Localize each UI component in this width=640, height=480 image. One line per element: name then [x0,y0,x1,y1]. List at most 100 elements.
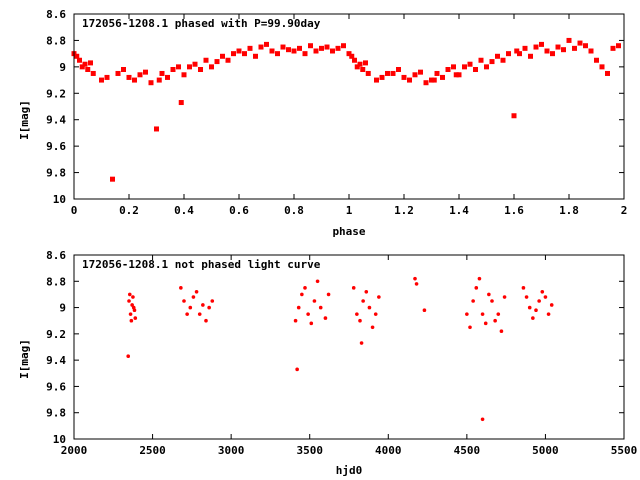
data-point [176,64,181,70]
data-point [182,299,186,303]
x-tick-label: 0.6 [229,204,249,217]
data-point [549,303,554,307]
data-point [132,77,137,83]
axis-ticks: 0 0.2 0.4 0.6 0.8 1 1.2 1.4 1.6 1.8 2 8.6 8.8 9 9.2 9.4… [46,8,627,217]
data-point [540,290,545,294]
data-point [335,45,341,51]
data-point [130,303,134,307]
data-point [129,318,134,323]
data-point [456,72,462,78]
data-point [533,44,539,50]
data-point [483,321,488,326]
chart-title: 172056-1208.1 phased with P=99.90day [82,17,321,30]
y-tick-label: 9.8 [46,167,66,180]
data-point [412,72,418,78]
data-point [280,44,286,50]
data-point [431,77,437,83]
data-point [363,60,368,66]
data-point [312,299,317,303]
data-point [487,292,491,297]
data-point [110,176,115,182]
data-point [468,325,472,330]
x-tick-label: 0.2 [119,204,139,217]
x-tick-label: 1.8 [559,204,579,217]
data-point [178,100,184,106]
data-point [225,57,231,63]
data-point [599,64,605,70]
data-point [318,305,323,310]
data-point [346,51,352,57]
data-point [131,295,135,299]
data-point [286,47,291,53]
x-tick-label: 1.2 [394,204,414,217]
x-tick-label: 1.6 [504,204,524,217]
data-point [352,57,357,63]
data-point [148,80,154,86]
data-point [79,64,85,70]
data-point [555,44,561,50]
data-point [297,45,302,51]
data-point [521,286,526,290]
data-point [126,74,132,80]
data-point [275,51,280,57]
plot-frame [73,13,625,200]
data-point [473,67,478,72]
y-tick-label: 8.6 [46,8,66,21]
data-point [588,48,594,54]
data-point [185,312,189,316]
data-point [583,43,588,49]
data-point [496,312,501,316]
data-point [546,312,551,316]
phased-light-curve-panel: 172056-1208.1 phased with P=99.90day pha… [18,8,627,238]
data-point [258,44,264,50]
data-point [493,318,497,323]
data-point [524,295,529,299]
data-point [478,57,484,63]
data-point [188,305,193,310]
data-point [236,48,242,54]
data-point [451,64,456,70]
data-point [154,126,159,132]
data-point [127,299,131,303]
data-point [390,70,396,76]
x-tick-label: 3000 [218,444,245,457]
data-point [401,74,407,80]
data-point [379,74,385,80]
y-tick-label: 10 [53,193,66,206]
data-point [527,305,532,310]
data-point [204,318,208,323]
data-point [85,67,91,72]
data-point [467,61,473,67]
data-point [303,286,307,290]
data-points [126,276,554,422]
data-point [511,113,517,119]
data-point [517,51,522,57]
data-point [465,312,469,316]
data-point [126,354,131,359]
data-point [480,312,485,316]
data-point [440,74,445,80]
data-point [462,64,467,70]
data-point [543,295,548,299]
data-point [74,53,80,59]
data-point [364,290,369,294]
y-tick-label: 9.8 [46,407,66,420]
data-point [313,48,319,54]
data-point [132,308,137,313]
data-point [539,41,544,47]
data-point [373,312,378,316]
data-point [407,77,412,83]
data-point [434,70,440,76]
x-tick-label: 4500 [454,444,481,457]
data-point [82,61,88,67]
data-point [220,53,225,59]
data-point [302,51,308,57]
data-point [198,67,203,72]
data-point [566,37,572,43]
data-point [418,69,423,75]
data-point [360,67,366,72]
y-tick-label: 9 [59,61,66,74]
data-point [179,286,183,290]
